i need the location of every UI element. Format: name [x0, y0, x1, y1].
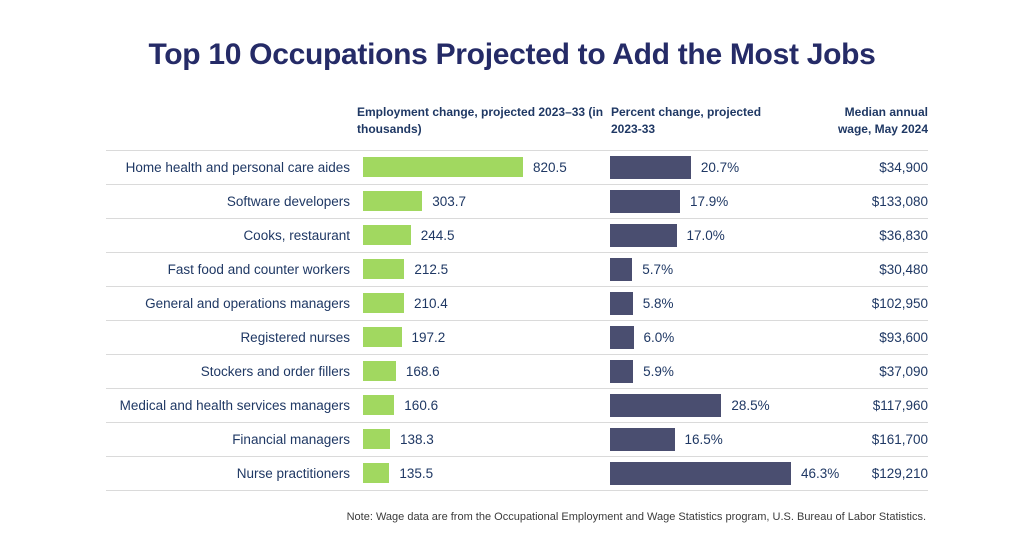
employment-change-value: 168.6 — [405, 364, 440, 379]
percent-change-value: 17.0% — [686, 228, 725, 243]
occupation-label: Software developers — [226, 194, 350, 209]
median-wage-value: $36,830 — [879, 228, 928, 243]
median-wage-value: $133,080 — [871, 194, 928, 209]
table-row: Medical and health services managers 160.… — [106, 388, 928, 422]
employment-change-value: 820.5 — [533, 160, 567, 175]
percent-change-bar — [610, 428, 675, 451]
percent-change-value: 5.8% — [642, 296, 674, 311]
employment-change-bar — [363, 429, 390, 449]
percent-change-bar — [610, 190, 680, 213]
table-row: Home health and personal care aides 820.5… — [106, 150, 928, 184]
occupation-label: General and operations managers — [145, 296, 350, 311]
median-wage-value: $30,480 — [879, 262, 928, 277]
employment-change-bar — [363, 293, 404, 313]
employment-change-value: 303.7 — [432, 194, 466, 209]
percent-change-value: 20.7% — [700, 160, 740, 175]
percent-change-value: 46.3% — [801, 466, 840, 481]
percent-change-bar — [610, 224, 677, 247]
median-wage-value: $37,090 — [879, 364, 928, 379]
employment-change-bar — [363, 395, 395, 415]
table-row: General and operations managers 210.4 5.8%… — [106, 286, 928, 320]
median-wage-value: $117,960 — [872, 398, 928, 413]
employment-change-value: 160.6 — [404, 398, 439, 413]
percent-change-bar — [610, 258, 633, 281]
employment-change-value: 135.5 — [399, 466, 434, 481]
occupation-label: Medical and health services managers — [119, 398, 350, 413]
occupation-label: Fast food and counter workers — [167, 262, 350, 277]
percent-change-value: 5.7% — [642, 262, 674, 277]
percent-change-value: 6.0% — [643, 330, 675, 345]
employment-change-bar — [363, 259, 405, 279]
employment-change-bar — [363, 463, 390, 483]
column-header-employment-change: Employment change, projected 2023–33 (in… — [357, 105, 604, 136]
occupation-label: Nurse practitioners — [236, 466, 350, 481]
employment-change-bar — [363, 361, 396, 381]
percent-change-bar — [610, 462, 791, 485]
source-note: Note: Wage data are from the Occupationa… — [346, 511, 926, 523]
table-row: Software developers 303.7 17.9% $133,080 — [106, 184, 928, 218]
percent-change-value: 5.9% — [643, 364, 674, 379]
chart-rows: Home health and personal care aides 820.5… — [106, 150, 928, 491]
employment-change-value: 244.5 — [420, 228, 455, 243]
employment-change-bar — [363, 157, 523, 177]
percent-change-bar — [610, 394, 722, 417]
percent-change-bar — [610, 292, 633, 315]
median-wage-value: $161,700 — [871, 432, 928, 447]
occupation-label: Financial managers — [232, 432, 350, 447]
table-row: Cooks, restaurant 244.5 17.0% $36,830 — [106, 218, 928, 252]
employment-change-value: 197.2 — [411, 330, 446, 345]
occupation-label: Registered nurses — [240, 330, 350, 345]
median-wage-value: $129,210 — [871, 466, 928, 481]
employment-change-bar — [363, 191, 423, 211]
percent-change-value: 17.9% — [690, 194, 729, 209]
employment-change-value: 138.3 — [400, 432, 434, 447]
median-wage-value: $34,900 — [879, 160, 928, 175]
chart-title: Top 10 Occupations Projected to Add the … — [148, 38, 876, 71]
table-row: Nurse practitioners 135.5 46.3% $129,210 — [106, 456, 928, 490]
percent-change-bar — [610, 156, 691, 179]
occupation-label: Home health and personal care aides — [125, 160, 350, 175]
employment-change-bar — [363, 327, 402, 347]
column-header-percent-change: Percent change, projected 2023-33 — [611, 105, 762, 136]
median-wage-value: $102,950 — [871, 296, 928, 311]
median-wage-value: $93,600 — [879, 330, 928, 345]
percent-change-bar — [610, 360, 634, 383]
column-header-median-wage: Median annual wage, May 2024 — [837, 105, 928, 136]
occupation-label: Cooks, restaurant — [243, 228, 350, 243]
employment-change-value: 212.5 — [414, 262, 449, 277]
employment-change-bar — [363, 225, 411, 245]
employment-change-value: 210.4 — [414, 296, 448, 311]
table-row: Registered nurses 197.2 6.0% $93,600 — [106, 320, 928, 354]
percent-change-value: 28.5% — [731, 398, 770, 413]
table-row: Fast food and counter workers 212.5 5.7% $3… — [106, 252, 928, 286]
table-row: Stockers and order fillers 168.6 5.9% $37,0… — [106, 354, 928, 388]
occupation-label: Stockers and order fillers — [200, 364, 350, 379]
table-row: Financial managers 138.3 16.5% $161,700 — [106, 422, 928, 456]
percent-change-value: 16.5% — [684, 432, 723, 447]
percent-change-bar — [610, 326, 634, 349]
